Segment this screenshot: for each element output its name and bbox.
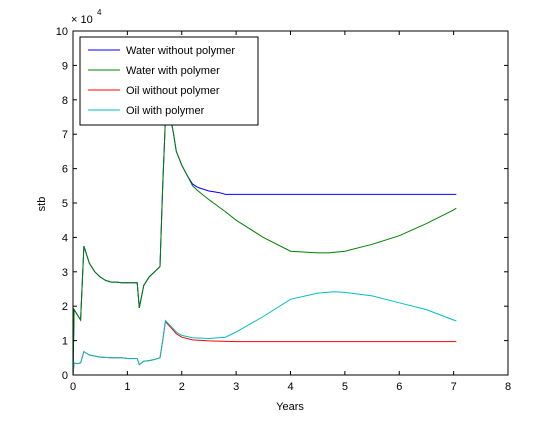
y-tick-label: 10: [56, 26, 68, 38]
series-line-4: [72, 291, 457, 376]
x-tick-label: 1: [124, 381, 130, 393]
x-tick-label: 5: [342, 381, 348, 393]
y-tick-label: 2: [62, 301, 68, 313]
x-tick-label: 3: [233, 381, 239, 393]
series-layer: [72, 92, 457, 376]
series-line-2: [72, 92, 457, 376]
y-multiplier-label: × 10: [71, 14, 93, 26]
y-tick-label: 0: [62, 370, 68, 382]
legend: Water without polymer Water with polymer O…: [79, 36, 259, 126]
x-tick-label: 4: [287, 381, 293, 393]
legend-label-4: Oil with polymer: [126, 105, 205, 117]
x-tick-label: 7: [451, 381, 457, 393]
legend-label-2: Water with polymer: [126, 65, 220, 77]
legend-label-1: Water without polymer: [126, 45, 235, 57]
x-axis-label: Years: [276, 401, 304, 413]
y-tick-label: 8: [62, 95, 68, 107]
y-tick-label: 5: [62, 198, 68, 210]
y-tick-label: 3: [62, 267, 68, 279]
x-tick-label: 0: [70, 381, 76, 393]
x-tick-label: 2: [179, 381, 185, 393]
y-axis-label: stb: [36, 197, 48, 212]
y-axis: 0 1 2 3 4 5 6 7 8 9 10: [56, 26, 508, 382]
y-multiplier-exponent: 4: [97, 8, 102, 17]
legend-label-3: Oil without polymer: [126, 85, 220, 97]
y-tick-label: 7: [62, 129, 68, 141]
y-tick-label: 1: [62, 336, 68, 348]
x-axis: 0 1 2 3 4 5 6 7 8: [70, 31, 511, 393]
y-tick-label: 9: [62, 60, 68, 72]
y-tick-label: 4: [62, 232, 68, 244]
x-tick-label: 6: [396, 381, 402, 393]
y-tick-label: 6: [62, 164, 68, 176]
x-tick-label: 8: [505, 381, 511, 393]
